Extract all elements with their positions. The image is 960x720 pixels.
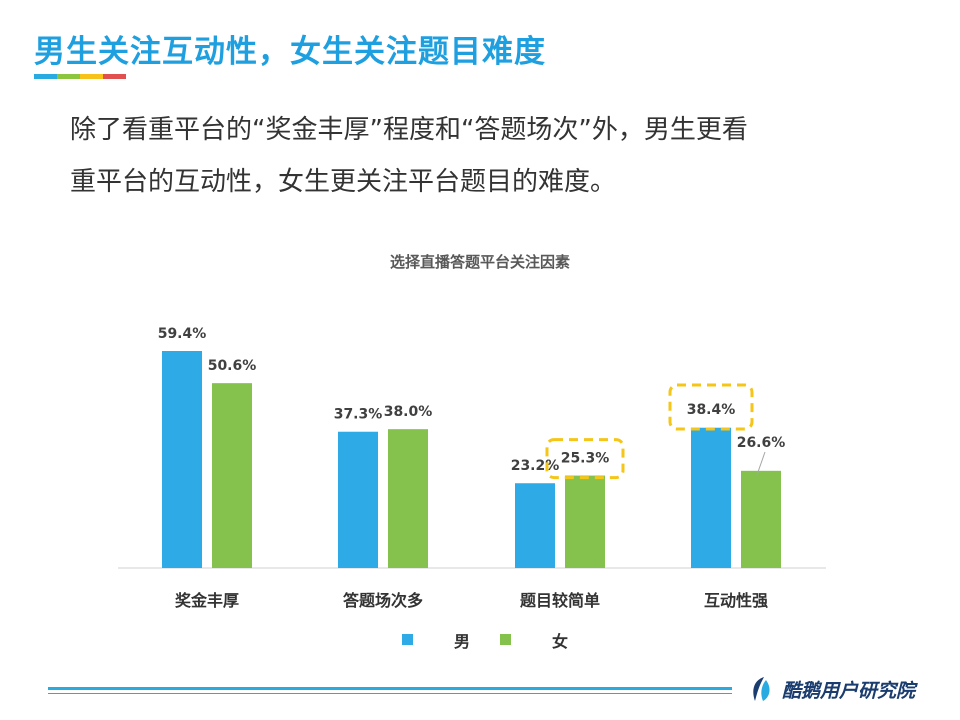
category-label-1: 答题场次多 bbox=[343, 591, 423, 610]
body-line-1: 除了看重平台的“奖金丰厚”程度和“答题场次”外，男生更看 bbox=[70, 115, 748, 145]
underline-segment-blue bbox=[34, 74, 57, 79]
bar-male-2 bbox=[515, 483, 555, 568]
underline-segment-yellow bbox=[80, 74, 103, 79]
label-leader-line bbox=[756, 451, 766, 475]
bar-female-1 bbox=[388, 429, 428, 568]
bar-female-2 bbox=[565, 475, 605, 568]
category-label-0: 奖金丰厚 bbox=[175, 591, 239, 610]
chart-title: 选择直播答题平台关注因素 bbox=[390, 253, 570, 271]
chart-marks: 59.4%50.6% 奖金丰厚 37.3% 38.0% 答题场次多 23.2% 25.3% 题… bbox=[158, 326, 786, 610]
chart-legend: 男女 bbox=[402, 632, 568, 651]
title-underline bbox=[34, 74, 126, 79]
slide-title: 男生关注互动性，女生关注题目难度 bbox=[34, 34, 546, 70]
body-line-2: 重平台的互动性，女生更关注平台题目的难度。 bbox=[70, 167, 617, 197]
data-label-female-2: 25.3% bbox=[561, 451, 610, 467]
bar-female-3 bbox=[741, 470, 781, 568]
data-label-male-1: 37.3% bbox=[334, 407, 383, 423]
body-text: 除了看重平台的“奖金丰厚”程度和“答题场次”外，男生更看 重平台的互动性，女生更… bbox=[70, 104, 920, 208]
bar-male-3 bbox=[691, 427, 731, 568]
footer-rule-thin bbox=[48, 693, 732, 694]
legend-swatch-male bbox=[402, 634, 413, 645]
highlight-box-2 bbox=[545, 438, 625, 480]
highlight-box-3 bbox=[668, 383, 754, 431]
underline-segment-green bbox=[57, 74, 80, 79]
bar-male-1 bbox=[338, 431, 378, 568]
data-label-female-1: 38.0% bbox=[384, 404, 433, 420]
bar-male-0 bbox=[162, 351, 202, 568]
bar-female-0 bbox=[212, 383, 252, 568]
footer-rule bbox=[48, 687, 732, 690]
data-label-female-3: 26.6% bbox=[737, 435, 786, 451]
legend-swatch-female bbox=[500, 634, 511, 645]
category-label-2: 题目较简单 bbox=[520, 591, 600, 610]
data-label-female-0: 50.6% bbox=[208, 358, 257, 374]
penguin-logo-icon bbox=[753, 677, 770, 701]
category-label-3: 互动性强 bbox=[704, 591, 768, 610]
data-label-male-3: 38.4% bbox=[687, 402, 736, 418]
legend-label-male: 男 bbox=[454, 632, 470, 651]
data-label-male-0: 59.4% bbox=[158, 326, 207, 342]
legend-label-female: 女 bbox=[552, 632, 568, 651]
data-label-male-2: 23.2% bbox=[511, 458, 560, 474]
underline-segment-red bbox=[103, 74, 126, 79]
brand-name: 酷鹅用户研究院 bbox=[782, 680, 916, 702]
